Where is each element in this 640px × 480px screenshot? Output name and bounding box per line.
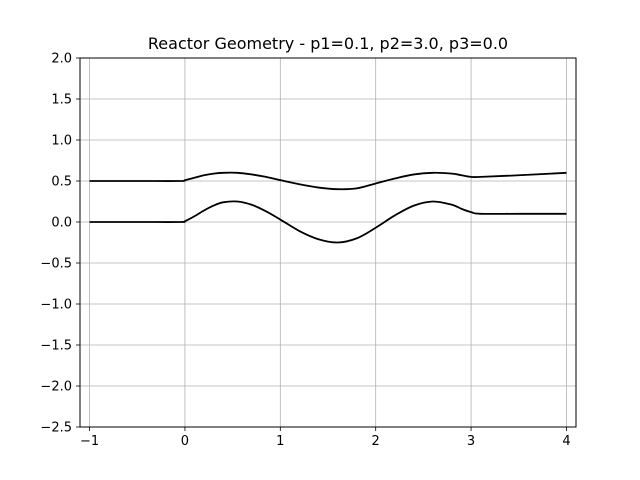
y-tick-label: −0.5	[40, 257, 72, 272]
plot-lines	[89, 171, 567, 244]
x-tick-label: −1	[80, 434, 99, 449]
x-tick-label: 2	[372, 434, 380, 449]
x-tick-label: 0	[181, 434, 189, 449]
axes: −1 0 1 2 3 4 2.0 1.5 1.0 0.5 0.0 −0.5 −1.0 −1.5 −2.0 −2…	[40, 52, 570, 450]
y-tick-label: 1.5	[51, 93, 72, 108]
x-tick-label: 1	[276, 434, 284, 449]
y-tick-label: −2.5	[40, 421, 72, 436]
grid	[80, 57, 576, 428]
y-tick-label: 0.0	[51, 216, 72, 231]
y-tick-label: −1.0	[40, 298, 72, 313]
upper-wall-line	[89, 171, 567, 191]
y-tick-label: 2.0	[51, 52, 72, 67]
lower-wall-line	[89, 200, 567, 244]
y-tick-label: −1.5	[40, 339, 72, 354]
x-tick-label: 4	[562, 434, 570, 449]
plot-frame	[79, 57, 577, 428]
x-tick-label: 3	[467, 434, 475, 449]
y-tick-label: 0.5	[51, 175, 72, 190]
chart-title: Reactor Geometry - p1=0.1, p2=3.0, p3=0.…	[148, 34, 508, 53]
y-tick-label: 1.0	[51, 134, 72, 149]
y-tick-label: −2.0	[40, 380, 72, 395]
